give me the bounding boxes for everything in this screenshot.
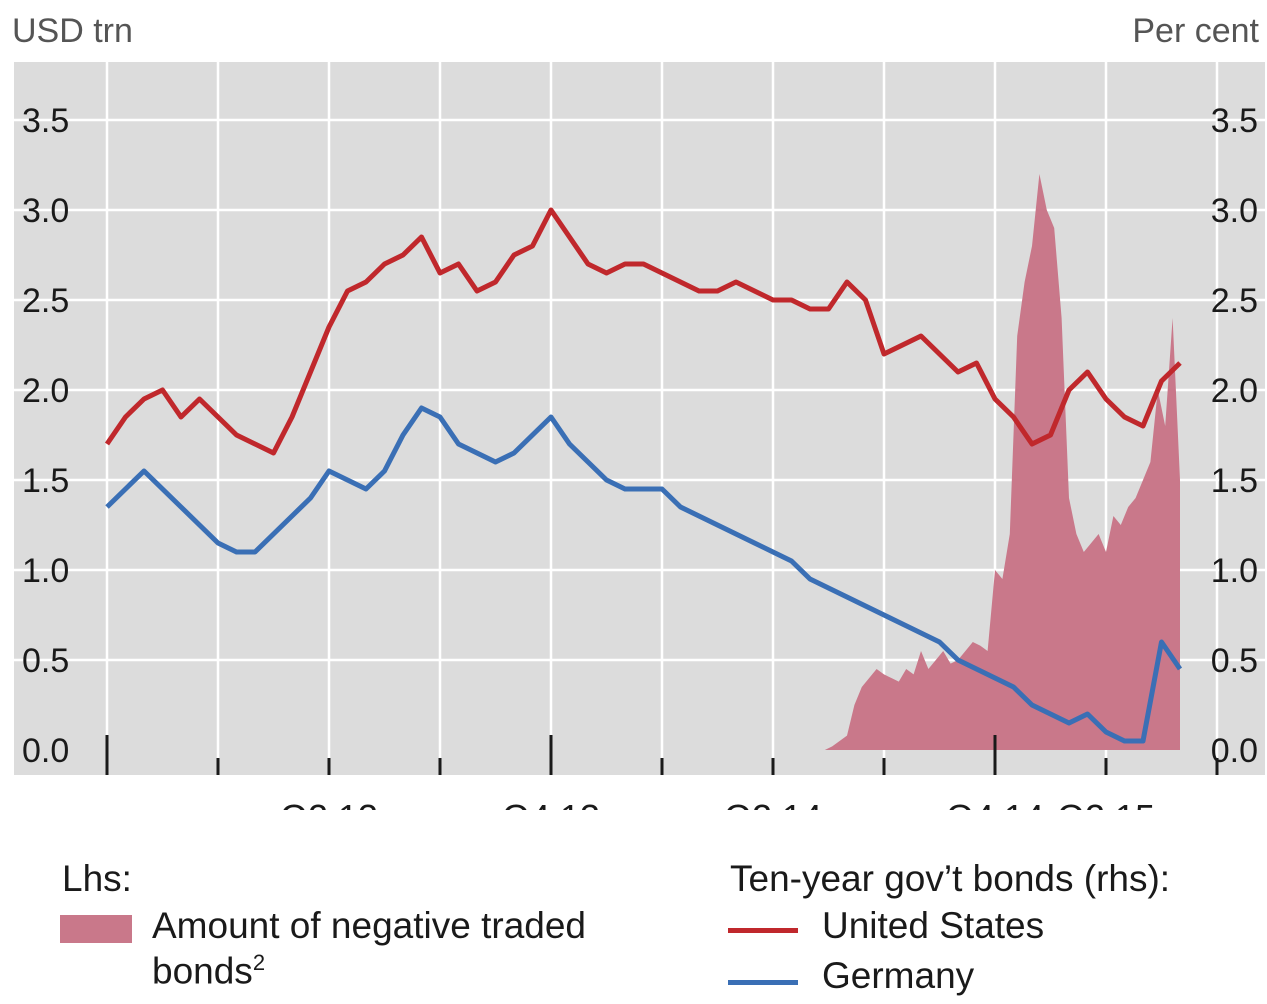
line-germany — [105, 405, 1183, 744]
y-left-tick-label: 2.5 — [22, 282, 69, 320]
y-left-tick-label: 1.5 — [22, 462, 69, 500]
right-axis-unit: Per cent — [1132, 12, 1259, 50]
x-tick-label: Q4 14 — [946, 797, 1044, 810]
line-series-group — [104, 207, 1183, 744]
y-right-tick-label: 3.5 — [1211, 102, 1258, 140]
x-tick-label: Q2 13 — [280, 797, 378, 810]
y-right-tick-label: 0.0 — [1211, 732, 1258, 770]
y-axis-left-labels: 0.0 0.5 1.0 1.5 2.0 2.5 3.0 3.5 — [22, 102, 69, 770]
legend-area-label-text: bonds — [152, 950, 253, 992]
x-tick-label: Q2 14 — [724, 797, 822, 810]
y-right-tick-label: 0.5 — [1211, 642, 1258, 680]
x-tick-label: Q4 13 — [502, 797, 600, 810]
legend-area-label-line2: bonds2 — [152, 950, 265, 992]
legend-us-swatch — [728, 928, 798, 933]
y-left-tick-label: 0.0 — [22, 732, 69, 770]
y-right-tick-label: 3.0 — [1211, 192, 1258, 230]
y-axis-right-labels: 0.0 0.5 1.0 1.5 2.0 2.5 3.0 3.5 — [1211, 102, 1258, 770]
legend-us-label: United States — [822, 905, 1045, 946]
x-axis-labels: Q2 13 Q4 13 Q2 14 Q4 14 Q2 15 — [280, 797, 1155, 810]
x-tick-label: Q2 15 — [1057, 797, 1155, 810]
y-left-tick-label: 0.5 — [22, 642, 69, 680]
legend-de-label: Germany — [822, 955, 975, 996]
y-right-tick-label: 2.5 — [1211, 282, 1258, 320]
legend-area-swatch — [60, 915, 132, 943]
area-series-group — [810, 174, 1180, 750]
y-left-tick-label: 3.0 — [22, 192, 69, 230]
legend-lhs-heading: Lhs: — [62, 858, 132, 899]
y-left-tick-label: 3.5 — [22, 102, 69, 140]
legend-rhs-heading: Ten-year gov’t bonds (rhs): — [730, 858, 1171, 899]
left-axis-unit: USD trn — [12, 12, 133, 50]
y-right-tick-label: 2.0 — [1211, 372, 1258, 410]
y-left-tick-label: 2.0 — [22, 372, 69, 410]
x-axis-ticks — [105, 735, 1219, 775]
legend-de-swatch — [728, 980, 798, 985]
y-right-tick-label: 1.0 — [1211, 552, 1258, 590]
chart: 0.0 0.5 1.0 1.5 2.0 2.5 3.0 3.5 0.0 0.5 1.0 1.5 2.0… — [14, 62, 1265, 810]
line-united-states — [104, 207, 1182, 456]
y-right-tick-label: 1.5 — [1211, 462, 1258, 500]
legend-footnote-marker: 2 — [252, 950, 266, 975]
legend-area-label-line1: Amount of negative traded — [152, 905, 587, 946]
y-left-tick-label: 1.0 — [22, 552, 69, 590]
area-negative-traded-bonds — [810, 174, 1180, 750]
